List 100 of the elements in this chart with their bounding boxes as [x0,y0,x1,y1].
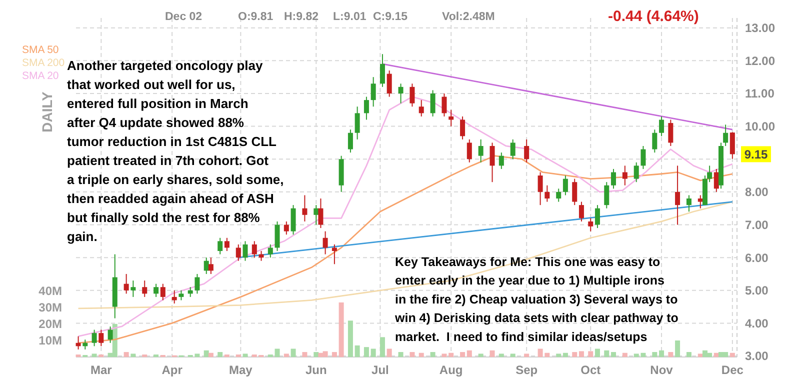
candlestick [398,83,404,104]
bar [332,352,337,357]
candlestick [302,194,308,222]
candlestick [604,182,610,209]
candlestick [364,96,369,120]
bar [578,351,584,357]
candlestick [204,257,209,274]
candlestick [290,204,296,236]
bar [302,352,308,357]
y-tick-label: 4.00 [745,316,769,330]
candlestick [194,273,200,294]
bar [556,354,562,357]
y2-tick-label: 40M [38,284,62,298]
bar [380,337,385,357]
annotation: L:9.01 [333,11,367,23]
bar [354,345,360,357]
text: SMA 50 [22,44,59,56]
x-tick-label: Mar [90,363,112,377]
bar [466,350,472,357]
candlestick [252,240,257,258]
candlestick [442,92,447,117]
candlestick [208,257,214,274]
candlestick [332,244,337,265]
candlestick [418,100,424,117]
bar [418,352,424,357]
bar [572,352,578,357]
x-tick-label: Jul [372,363,389,377]
x-tick-label: Apr [162,363,183,377]
candlestick [370,76,376,108]
candlestick [510,138,516,160]
x-tick-label: Jun [305,363,327,377]
bar [675,340,680,357]
bar [562,352,568,357]
bar [622,352,628,357]
bar [218,352,223,357]
candlestick [490,142,495,183]
bar [594,348,600,357]
candlestick [98,329,104,347]
candlestick [698,194,703,209]
bar [448,352,454,357]
bar [124,352,129,357]
candlestick [178,290,184,301]
bar [386,348,392,357]
y-tick-label: 3.00 [745,349,769,364]
y2-tick-label: 30M [38,300,62,315]
candlestick [524,138,530,163]
candlestick [498,152,504,170]
candlestick [478,138,484,163]
candlestick [430,90,436,117]
candlestick [466,138,472,163]
y-tick-label: 8.00 [745,185,769,200]
candlestick [142,280,148,298]
candlestick [730,132,735,160]
candlestick [668,119,674,146]
candlestick [562,175,568,196]
bar [730,352,735,357]
candlestick [640,145,646,170]
text: DAILY [39,90,55,132]
candlestick [675,165,680,226]
bar [498,354,504,357]
candlestick [714,168,719,192]
x-tick-label: Oct [580,363,601,377]
bar [588,351,594,357]
candlestick [460,116,466,140]
x-tick-label: Nov [650,363,674,377]
candlestick [188,286,193,298]
candlestick [594,204,600,229]
y-tick-label: 7.00 [745,218,769,232]
bar [698,354,703,357]
candlestick [130,280,136,298]
y2-tick-label: 10M [38,334,62,348]
annotation: -0.44 (4.64%) [608,8,699,25]
x-tick-label: Aug [439,363,463,377]
annotation: Vol:2.48M [442,11,495,23]
candlestick [154,283,159,298]
bar [398,352,404,357]
annotation: 9.15 [744,147,768,162]
y-tick-label: 10.00 [745,119,776,134]
bar [348,320,353,357]
text: Another targeted oncology play that worked out well for us, entered full position in March after Q4 update showed 88% tumor reduction in 1st C481S CLL patient treated in 7th cohort. Got a triple on early shares, sold some, then readded again ahead of ASH but finally sold the rest for 88% gain. [67,58,284,244]
candlestick [284,220,289,236]
candlestick [274,220,280,252]
candlestick [572,178,578,206]
bar [130,354,136,357]
candlestick [659,116,664,137]
candlestick [622,165,628,186]
candlestick [652,129,658,154]
bar [478,354,484,357]
bar [442,354,447,357]
candlestick [544,184,550,202]
candlestick [610,168,616,190]
annotation: Key Takeaways for Me: This one was easy to enter early in the year due to 1) Multiple irons in the fire 2) Cheap valuation 3) Several ways to win 4) Derisking data sets with clear pathway to market. I need to find similar ideas/setups [394,255,679,344]
candlestick [386,70,392,98]
bar [370,348,376,357]
y-tick-label: 11.00 [745,86,775,101]
bar [314,352,319,357]
candlestick [318,198,324,229]
candlestick [160,283,166,301]
bar [284,354,289,357]
bar [460,352,466,357]
